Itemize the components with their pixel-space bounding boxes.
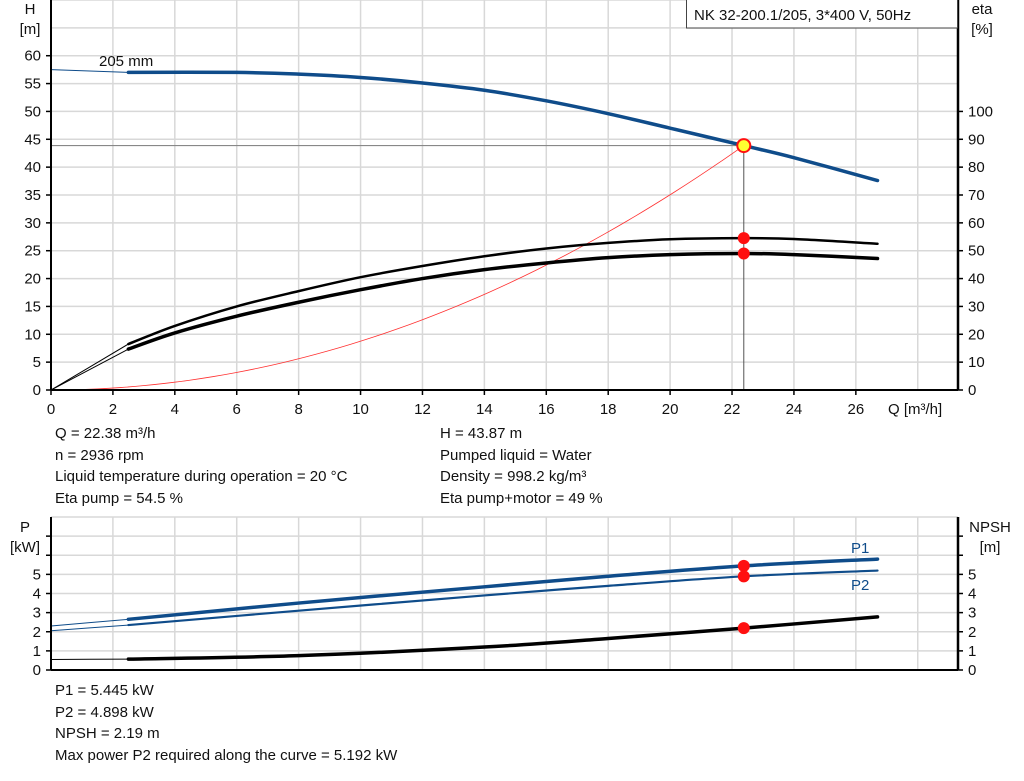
npsh-tick-label: 4 [968,586,976,603]
p-tick-label: 4 [33,586,41,603]
info-temperature: Liquid temperature during operation = 20… [55,468,348,485]
system-curve [50,145,745,391]
info-flow: Q = 22.38 m³/h [55,425,156,442]
eta-tick-label: 90 [968,131,985,148]
x-tick-label: 22 [724,401,741,418]
npsh-axis-unit: [m] [980,539,1001,556]
head-curve [126,70,880,183]
info-eta-total: Eta pump+motor = 49 % [440,489,603,507]
x-tick-label: 20 [662,401,679,418]
p2-curve-extension [50,624,129,632]
npsh-tick-label: 5 [968,566,976,583]
info-bottom: P1 = 5.445 kW P2 = 4.898 kW NPSH = 2.19 … [55,680,397,766]
p-tick-label: 1 [33,643,41,660]
p2-label: P2 [851,577,869,594]
x-tick-label: 2 [109,401,117,418]
h-axis-unit: [m] [20,21,41,38]
eta-tick-label: 80 [968,159,985,176]
info-density: Density = 998.2 kg/m³ [440,468,587,485]
eta-axis-unit: [%] [971,21,993,38]
eta-tick-label: 40 [968,271,985,288]
x-tick-label: 24 [786,401,803,418]
eta-pump-curve-extension [50,343,129,391]
p-tick-label: 0 [33,662,41,679]
h-tick-label: 40 [24,159,41,176]
eta-tick-label: 0 [968,382,976,399]
x-tick-label: 26 [848,401,865,418]
x-tick-label: 8 [294,401,302,418]
eta-tick-label: 10 [968,354,985,371]
eta-tick-label: 30 [968,298,985,315]
title-box [686,0,958,29]
h-axis-label: H [25,1,36,18]
npsh-tick-label: 1 [968,643,976,660]
npsh-curve [126,615,880,661]
x-tick-label: 0 [47,401,55,418]
curve-label: 205 mm [99,53,153,70]
q-axis-label: Q [m³/h] [888,401,942,418]
npsh-tick-label: 0 [968,662,976,679]
p-axis-unit: [kW] [10,539,40,556]
h-tick-label: 10 [24,326,41,343]
h-tick-label: 55 [24,76,41,93]
duty-point [736,138,752,154]
info-p2: P2 = 4.898 kW [55,703,154,721]
info-top-right: H = 43.87 m Pumped liquid = Water Densit… [440,423,603,509]
x-tick-label: 14 [476,401,493,418]
x-tick-label: 6 [233,401,241,418]
p-axis-label: P [20,519,30,536]
chart-marks [50,69,880,661]
info-p1: P1 = 5.445 kW [55,682,154,699]
eta-total-curve-extension [50,348,129,391]
h-tick-label: 0 [33,382,41,399]
info-liquid: Pumped liquid = Water [440,446,592,464]
h-tick-label: 20 [24,271,41,288]
eta-total-point [737,247,750,260]
eta-tick-label: 70 [968,187,985,204]
x-tick-label: 4 [171,401,179,418]
npsh-tick-label: 2 [968,624,976,641]
npsh-axis-label: NPSH [969,519,1011,536]
h-tick-label: 60 [24,48,41,65]
h-tick-label: 15 [24,298,41,315]
p-tick-label: 3 [33,605,41,622]
h-tick-label: 45 [24,131,41,148]
p1-label: P1 [851,540,869,557]
p2-point [737,570,750,583]
info-eta-pump: Eta pump = 54.5 % [55,489,183,507]
info-max-p2: Max power P2 required along the curve = … [55,746,398,764]
info-head: H = 43.87 m [440,425,523,442]
p2-curve [127,569,879,627]
eta-axis-label: eta [972,1,994,18]
p1-point [737,559,750,572]
p-tick-label: 2 [33,624,41,641]
x-tick-label: 16 [538,401,555,418]
chart-title: NK 32-200.1/205, 3*400 V, 50Hz [694,7,911,24]
eta-tick-label: 20 [968,326,985,343]
h-tick-label: 35 [24,187,41,204]
eta-pump-point [737,232,750,245]
npsh-point [737,622,750,635]
axes: 0 2 4 6 8 10 12 14 16 18 20 22 24 2605101520253035404… [24,0,993,679]
npsh-tick-label: 3 [968,605,976,622]
h-tick-label: 5 [33,354,41,371]
info-speed: n = 2936 rpm [55,446,144,464]
eta-tick-label: 60 [968,215,985,232]
h-tick-label: 50 [24,103,41,120]
top-grid [51,0,958,390]
p-tick-label: 5 [33,566,41,583]
h-tick-label: 25 [24,243,41,260]
x-tick-label: 18 [600,401,617,418]
info-npsh: NPSH = 2.19 m [55,725,160,742]
eta-tick-label: 50 [968,243,985,260]
head-curve-extension [50,69,129,73]
p1-curve-extension [50,618,129,627]
eta-tick-label: 100 [968,103,993,120]
info-top-left: Q = 22.38 m³/h n = 2936 rpm Liquid tempe… [55,423,347,509]
x-tick-label: 12 [414,401,431,418]
x-tick-label: 10 [352,401,369,418]
h-tick-label: 30 [24,215,41,232]
p1-curve [126,557,880,622]
